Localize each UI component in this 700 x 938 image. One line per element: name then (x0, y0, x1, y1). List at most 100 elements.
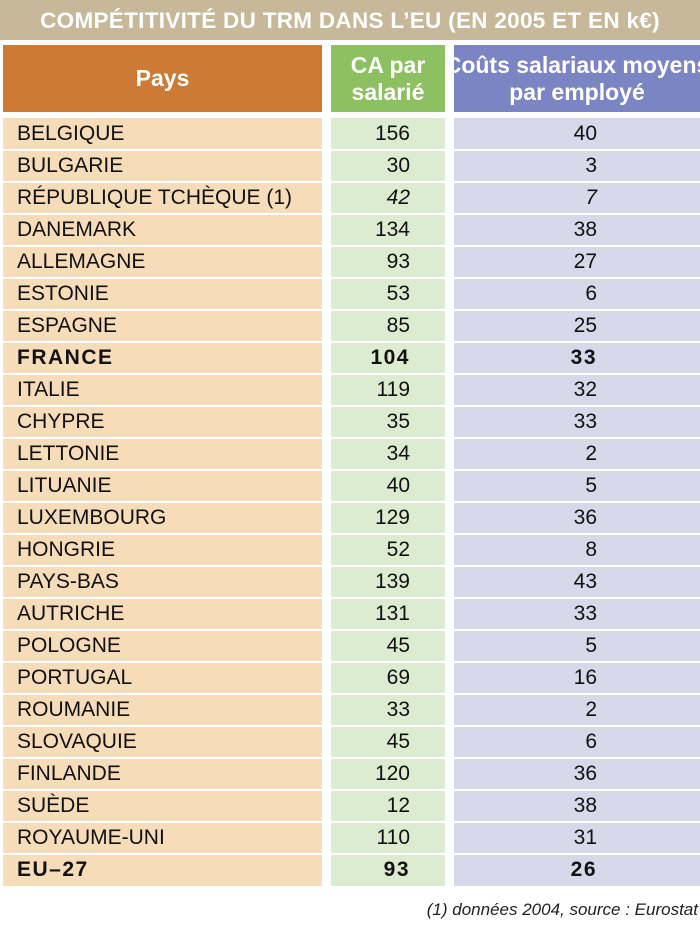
couts-value: 36 (573, 762, 597, 785)
couts-value: 6 (585, 282, 597, 305)
couts-value: 40 (573, 122, 597, 145)
country-name: ESPAGNE (17, 314, 117, 337)
title-bar (0, 0, 700, 40)
country-name: LUXEMBOURG (17, 506, 167, 529)
ca-value: 34 (386, 442, 410, 465)
row-separator (0, 501, 700, 503)
couts-value: 38 (573, 218, 597, 241)
couts-value: 38 (573, 794, 597, 817)
couts-value: 32 (573, 378, 597, 401)
row-separator (0, 213, 700, 215)
table-row: HONGRIE 52 8 (0, 534, 700, 566)
row-separator (0, 277, 700, 279)
country-name: ITALIE (17, 378, 80, 401)
table-row: ESPAGNE 85 25 (0, 310, 700, 342)
ca-value: 110 (376, 826, 410, 849)
row-separator (0, 597, 700, 599)
country-name: PORTUGAL (17, 666, 133, 689)
header-pays: Pays (3, 45, 322, 112)
couts-value: 3 (585, 154, 597, 177)
ca-value: 40 (386, 474, 410, 497)
table-row: FINLANDE 120 36 (0, 758, 700, 790)
couts-value: 26 (570, 858, 597, 881)
table-row: ITALIE 119 32 (0, 374, 700, 406)
table-row: LITUANIE 40 5 (0, 470, 700, 502)
row-separator (0, 757, 700, 759)
row-separator (0, 693, 700, 695)
ca-value: 139 (374, 570, 410, 593)
ca-value: 134 (374, 218, 410, 241)
couts-value: 25 (573, 314, 597, 337)
couts-value: 16 (573, 666, 597, 689)
ca-value: 93 (383, 858, 410, 881)
row-separator (0, 245, 700, 247)
couts-value: 31 (573, 826, 597, 849)
footnote: (1) données 2004, source : Eurostat (426, 900, 698, 919)
row-separator (0, 533, 700, 535)
header-ca-line1: CA par (350, 51, 426, 78)
row-separator (0, 629, 700, 631)
row-separator (0, 405, 700, 407)
couts-value: 36 (573, 506, 597, 529)
couts-value: 43 (573, 570, 597, 593)
row-separator (0, 565, 700, 567)
row-separator (0, 341, 700, 343)
header-couts-line2: par employé (509, 78, 645, 105)
country-name: ALLEMAGNE (17, 250, 146, 273)
header-couts-salariaux: Coûts salariaux moyens par employé (454, 45, 700, 112)
ca-value: 93 (386, 250, 410, 273)
ca-value: 69 (386, 666, 410, 689)
table-row: PORTUGAL 69 16 (0, 662, 700, 694)
ca-value: 53 (386, 282, 410, 305)
table-row: PAYS-BAS 139 43 (0, 566, 700, 598)
ca-value: 33 (386, 698, 410, 721)
ca-value: 104 (370, 346, 410, 369)
country-name: HONGRIE (17, 538, 116, 561)
country-name: BELGIQUE (17, 122, 125, 145)
couts-value: 7 (585, 186, 597, 209)
table-row: SUÈDE 12 38 (0, 790, 700, 822)
couts-value: 2 (585, 442, 597, 465)
row-separator (0, 469, 700, 471)
table-row: ALLEMAGNE 93 27 (0, 246, 700, 278)
row-separator (0, 725, 700, 727)
country-name: DANEMARK (17, 218, 137, 241)
table-title: COMPÉTITIVITÉ DU TRM DANS L’EU (EN 2005 … (40, 8, 660, 33)
table-row: DANEMARK 134 38 (0, 214, 700, 246)
header-ca-par-salarie: CA par salarié (331, 45, 445, 112)
ca-value: 131 (374, 602, 410, 625)
couts-value: 2 (585, 698, 597, 721)
row-separator (0, 661, 700, 663)
table-row: LUXEMBOURG 129 36 (0, 502, 700, 534)
country-name: SUÈDE (17, 794, 90, 817)
ca-value: 30 (386, 154, 410, 177)
table-row: ROUMANIE 33 2 (0, 694, 700, 726)
row-separator (0, 853, 700, 855)
header-couts-line1: Coûts salariaux moyens (454, 51, 700, 78)
table-row: FRANCE 104 33 (0, 342, 700, 374)
country-name: RÉPUBLIQUE TCHÈQUE (1) (17, 186, 292, 209)
ca-value: 42 (386, 186, 410, 209)
row-separator (0, 789, 700, 791)
country-name: LETTONIE (17, 442, 120, 465)
couts-value: 8 (585, 538, 597, 561)
couts-value: 33 (573, 410, 597, 433)
row-separator (0, 149, 700, 151)
country-name: ROYAUME-UNI (17, 826, 165, 849)
ca-value: 120 (374, 762, 410, 785)
row-separator (0, 181, 700, 183)
country-name: PAYS-BAS (17, 570, 119, 593)
couts-value: 6 (585, 730, 597, 753)
table-row: AUTRICHE 131 33 (0, 598, 700, 630)
table-row: CHYPRE 35 33 (0, 406, 700, 438)
ca-value: 45 (386, 730, 410, 753)
country-name: BULGARIE (17, 154, 124, 177)
table-row: LETTONIE 34 2 (0, 438, 700, 470)
country-name: LITUANIE (17, 474, 112, 497)
row-separator (0, 821, 700, 823)
table-row: RÉPUBLIQUE TCHÈQUE (1) 42 7 (0, 182, 700, 214)
ca-value: 35 (386, 410, 410, 433)
ca-value: 119 (376, 378, 410, 401)
table-row: SLOVAQUIE 45 6 (0, 726, 700, 758)
table-row: ROYAUME-UNI 110 31 (0, 822, 700, 854)
